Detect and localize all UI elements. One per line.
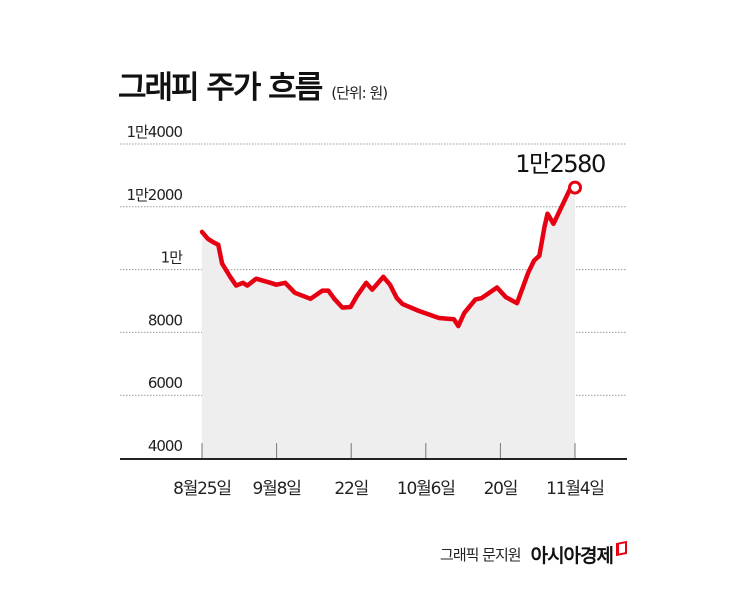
x-axis-labels: 8월25일 9월8일 22일 10월6일 20일 11월4일: [173, 479, 605, 499]
footer: 그래픽 문지원 아시아경제: [440, 540, 627, 568]
brand-mark-icon: [616, 540, 627, 557]
area-fill: [202, 188, 575, 458]
y-tick-label: 1만: [161, 249, 184, 267]
last-price-label: 1만2580: [515, 150, 605, 178]
x-tick-label: 8월25일: [173, 479, 231, 499]
x-tick-label: 10월6일: [397, 479, 455, 499]
graphic-credit: 그래픽 문지원: [440, 546, 522, 564]
x-tick-label: 9월8일: [253, 479, 301, 499]
y-tick-label: 6000: [148, 374, 183, 392]
last-price-marker: [568, 180, 582, 195]
chart-header: 그래피 주가 흐름 (단위: 원): [118, 62, 388, 107]
unit-label: (단위: 원): [331, 84, 388, 102]
chart-title: 그래피 주가 흐름: [118, 70, 323, 106]
x-tick-label: 11월4일: [546, 479, 604, 499]
brand-logo: 아시아경제: [530, 545, 614, 567]
price-line: [199, 186, 578, 329]
x-tick-label: 22일: [334, 479, 368, 499]
y-axis-labels: 4000 6000 8000 1만 1만2000 1만4000: [126, 123, 184, 455]
y-tick-label: 1만2000: [126, 186, 182, 204]
y-tick-label: 4000: [148, 437, 183, 455]
y-tick-label: 8000: [148, 311, 183, 329]
x-tick-label: 20일: [484, 479, 518, 499]
x-axis-ticks: [201, 443, 576, 458]
y-tick-label: 1만4000: [126, 123, 182, 141]
